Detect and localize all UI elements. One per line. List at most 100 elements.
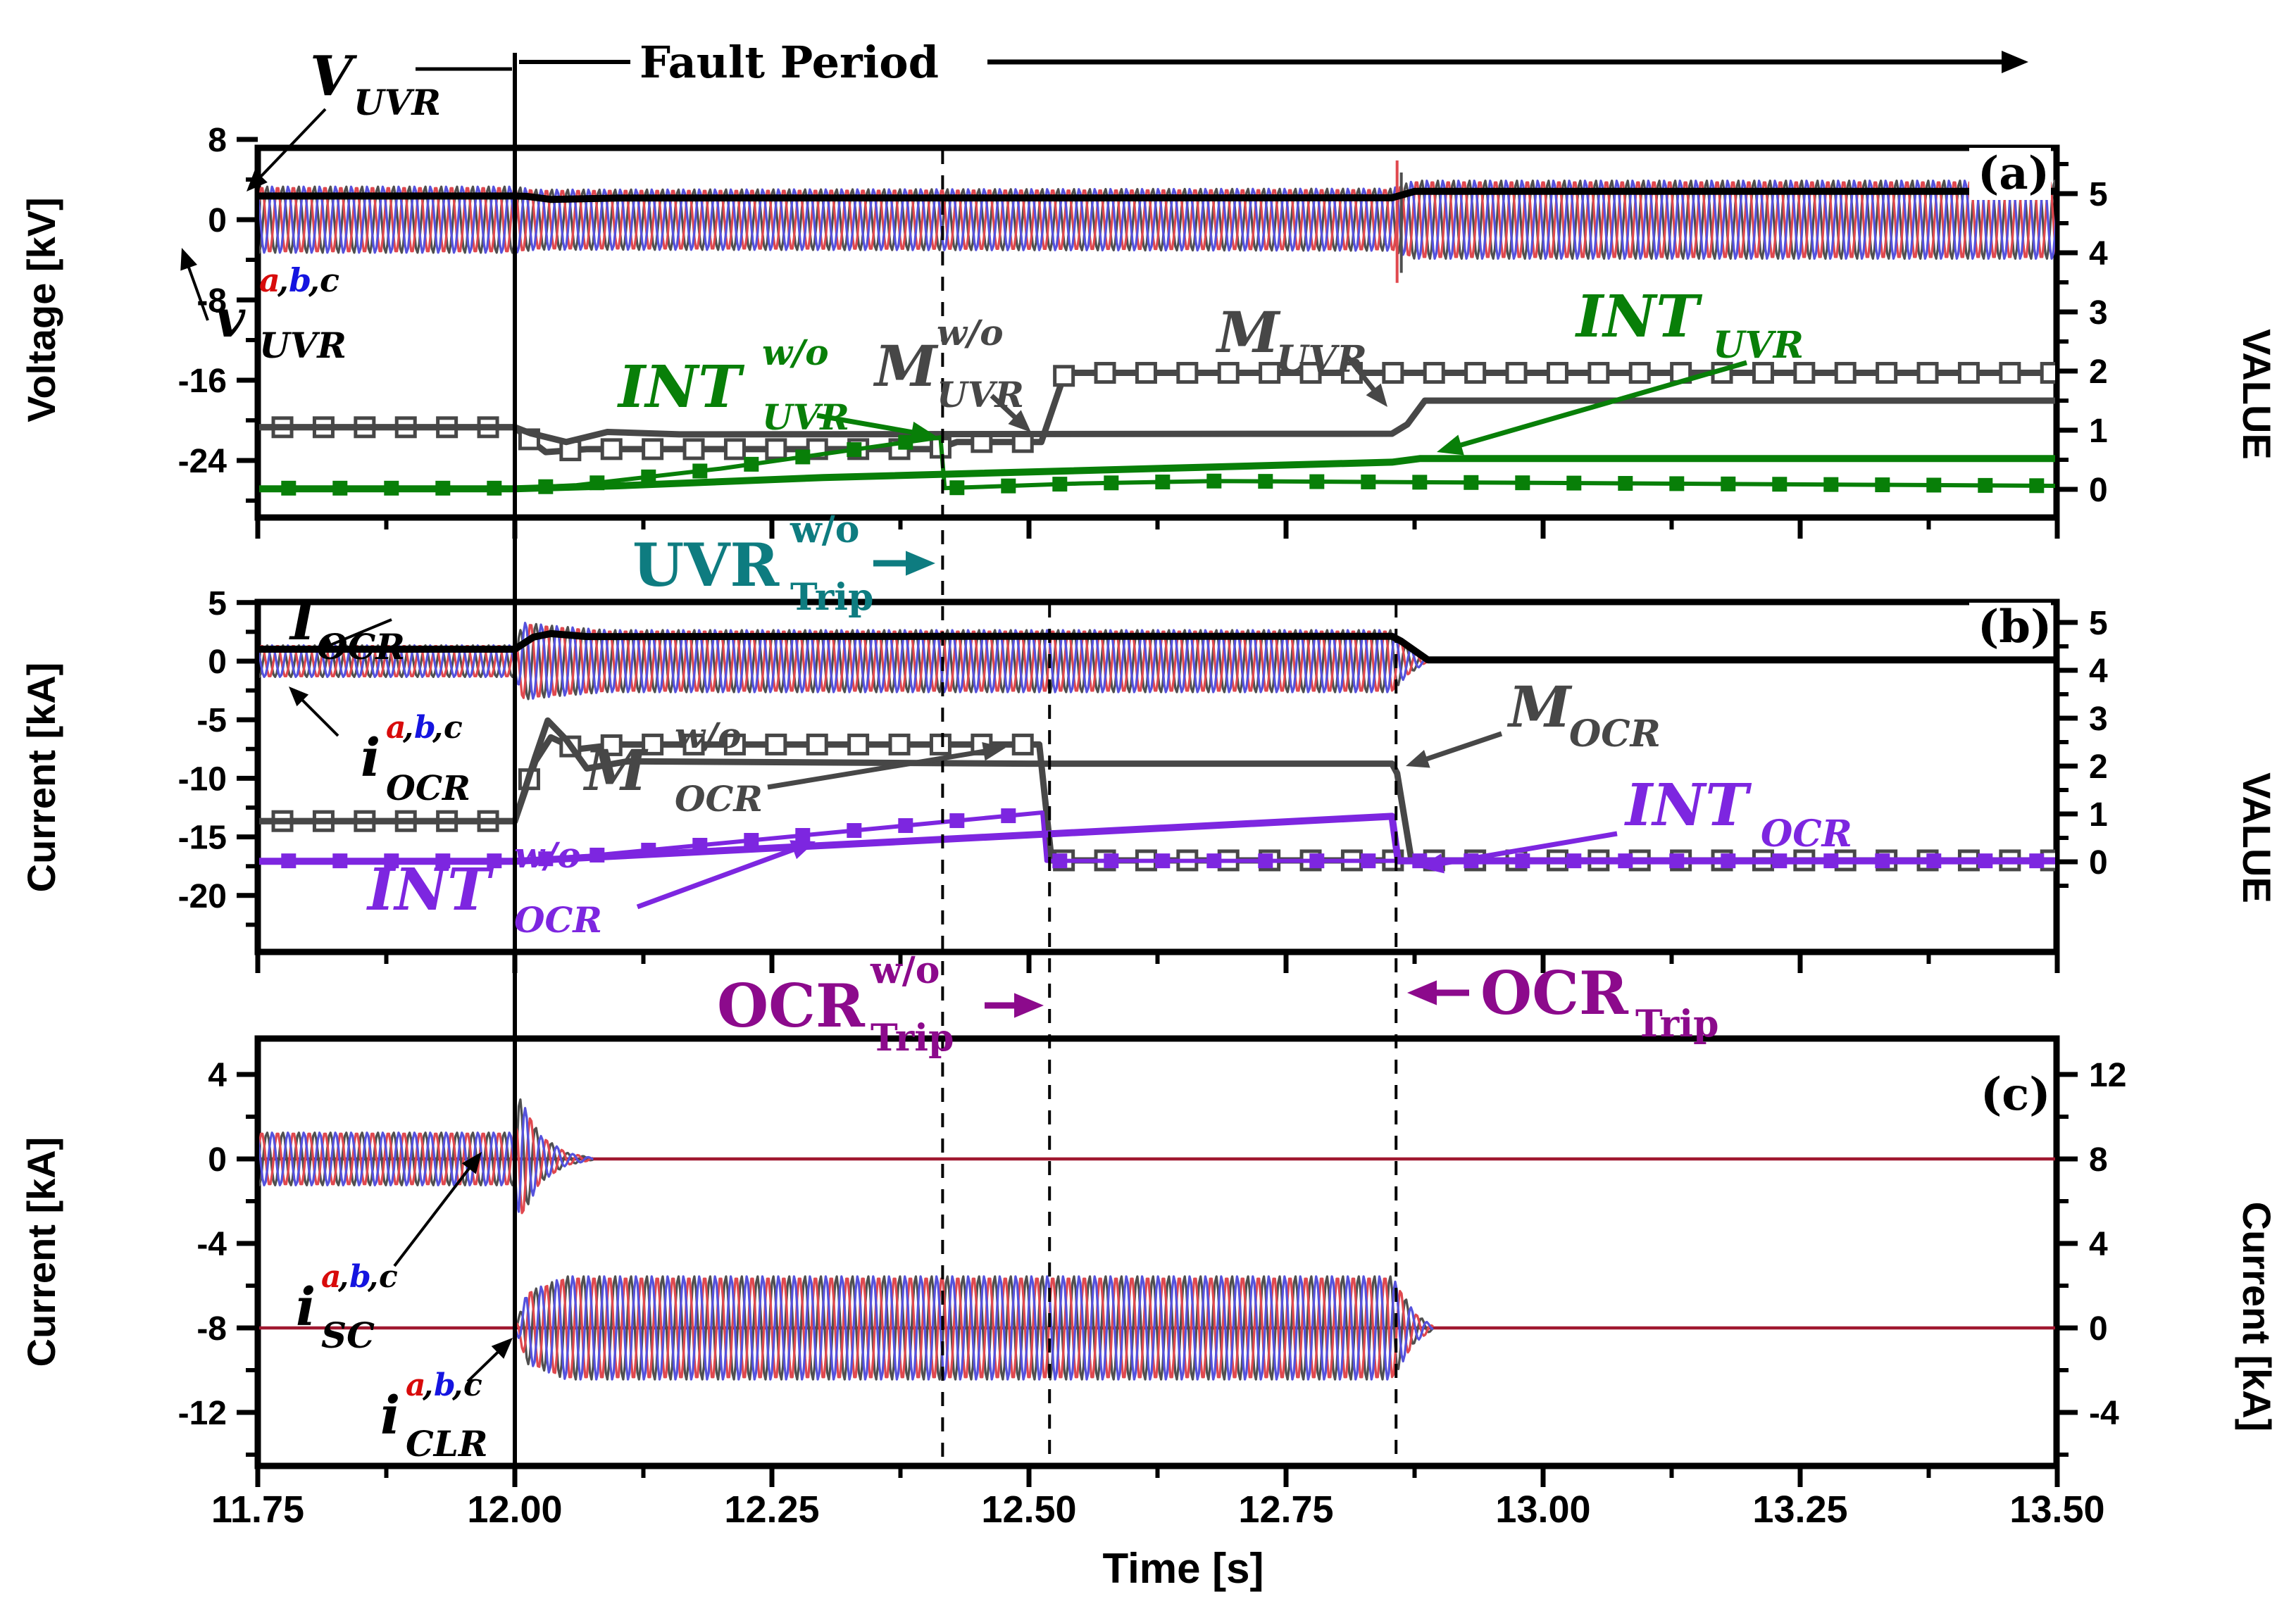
label-I-OCR-text: I [289,589,317,652]
panel-letter-c: (c) [1980,1068,2051,1121]
label-i-sc-abc: ia, b, cSC [296,1152,482,1356]
label-INT-OCR-text: OCR [1761,813,1852,855]
fault-period-text: Fault Period [639,37,939,88]
tick-label-left: -24 [178,443,227,480]
x-axis-labels: 11.75 12.00 12.25 12.50 12.75 13.00 13.25 13.50… [211,1488,2105,1592]
V-UVR-line [259,187,2055,203]
INT-OCR-line [259,813,2055,865]
label-i-clr-abc-text: , [451,1367,463,1403]
label-v-uvr-abc-text: UVR [259,325,347,366]
label-INT-OCR-wo: INT w/o OCR [366,834,816,941]
label-V-UVR-text: UVR [354,82,441,123]
tick-label-left: 0 [208,1141,227,1179]
tick-label-right: 12 [2089,1057,2126,1094]
label-i-ocr-abc-text: a [386,710,406,746]
label-i-clr-abc-text: c [463,1367,482,1403]
panel-b-axes: 5 0 -5 -10 -15 -20 5 4 3 2 1 0 Current [kA] VALUE [19,585,2279,973]
tick-label-left: -8 [196,1310,227,1348]
axis-title-left-c: Current [kA] [19,1137,63,1367]
x-axis-title: Time [s] [1103,1545,1264,1592]
x-tick-label: 12.25 [724,1488,819,1531]
label-v-uvr-abc-text: b [289,261,311,299]
axes: 8 0 -8 -16 -24 5 4 3 2 1 0 Voltage [kV] VALUE 5 0 -5 -10… [19,122,2279,1592]
label-V-UVR-text: V [310,44,358,108]
label-i-ocr-abc-text: , [432,710,443,746]
panel-c-frame [254,1035,2060,1469]
tick-label-left: 0 [208,644,227,681]
fault-period-annotation: Fault Period [416,37,2028,88]
label-i-clr-abc-text: b [434,1367,456,1403]
label-OCR-trip-text: Trip [1635,1003,1718,1046]
M-UVR-wo-markers [271,362,2055,462]
x-tick-label: 12.00 [467,1488,562,1531]
tick-label-left: -4 [196,1226,227,1263]
x-tick-label: 12.75 [1238,1488,1333,1531]
label-V-UVR: V UVR [247,44,441,192]
label-i-ocr-abc-text: b [414,710,436,746]
axis-title-left-a: Voltage [kV] [19,197,63,422]
tick-label-right: 4 [2089,653,2108,690]
tick-label-right: 0 [2089,844,2108,882]
label-i-sc-abc-text: , [367,1259,378,1295]
label-M-OCR-text: M [1506,674,1573,740]
tick-label-right: 3 [2089,701,2108,738]
label-INT-OCR-wo-text: w/o [514,834,581,876]
axis-title-right-a: VALUE [2235,329,2279,460]
label-i-ocr-abc-text: , [402,710,413,746]
tick-label-left: 0 [208,202,227,239]
label-INT-OCR-text: INT [1624,772,1752,839]
tick-label-right: 0 [2089,1310,2108,1348]
M-UVR-line [259,397,2055,446]
label-v-uvr-abc-text: , [308,261,320,299]
i-sc-phases-phase-c [259,1098,594,1205]
label-INT-UVR-wo-text: w/o [762,332,829,373]
label-i-sc-abc-text: SC [321,1315,375,1356]
label-i-clr-abc-text: i [380,1386,400,1446]
label-M-OCR-text: OCR [1569,713,1661,755]
i-clr-phases-phase-c [514,1275,1435,1381]
tick-label-left: 4 [208,1057,227,1094]
label-i-ocr-abc-text: i [361,728,380,789]
label-M-UVR-wo: Mw/o UVR [873,312,1031,432]
label-M-OCR-wo-text: OCR [675,778,763,820]
label-M-UVR-text: UVR [1276,338,1367,381]
label-M-UVR-wo-text: UVR [937,374,1024,415]
tick-label-right: 0 [2089,472,2108,509]
i-clr-phases-phase-a [514,1277,1434,1379]
v-uvr-phases-phase-b [259,180,2055,260]
label-i-ocr-abc-text: c [444,710,463,746]
M-OCR-line [259,717,2055,864]
label-OCR-trip-wo-text: OCR [717,971,866,1041]
tick-label-right: 4 [2089,1226,2108,1263]
label-OCR-trip-wo-text: Trip [871,1017,954,1060]
panel-letter-c-text: (c) [1980,1068,2051,1121]
x-tick-label: 13.25 [1752,1488,1847,1531]
label-UVR-trip-wo-text: Trip [790,576,873,619]
tick-label-right: 4 [2089,235,2108,272]
tick-label-left: -12 [178,1395,227,1432]
label-M-OCR-wo: Mw/o OCR [582,715,1006,820]
label-OCR-trip: OCR Trip [1407,958,1718,1046]
x-tick-label: 11.75 [211,1488,304,1531]
label-i-sc-abc-text: b [349,1259,371,1295]
tick-label-left: 5 [208,585,227,622]
label-i-sc-abc-text: , [337,1259,349,1295]
label-INT-OCR: INT OCR [1419,772,1852,874]
label-i-ocr-abc-text: OCR [386,769,470,808]
tick-label-left: -5 [196,702,227,739]
panel-letter-a-text: (a) [1978,147,2049,200]
tick-label-right: 5 [2089,176,2108,213]
label-INT-UVR-text: UVR [1713,324,1804,367]
label-v-uvr-abc-text: , [277,261,289,299]
tick-label-right: 5 [2089,605,2108,642]
panel-letter-a: (a) [1969,147,2051,200]
tick-label-left: -10 [178,760,227,798]
